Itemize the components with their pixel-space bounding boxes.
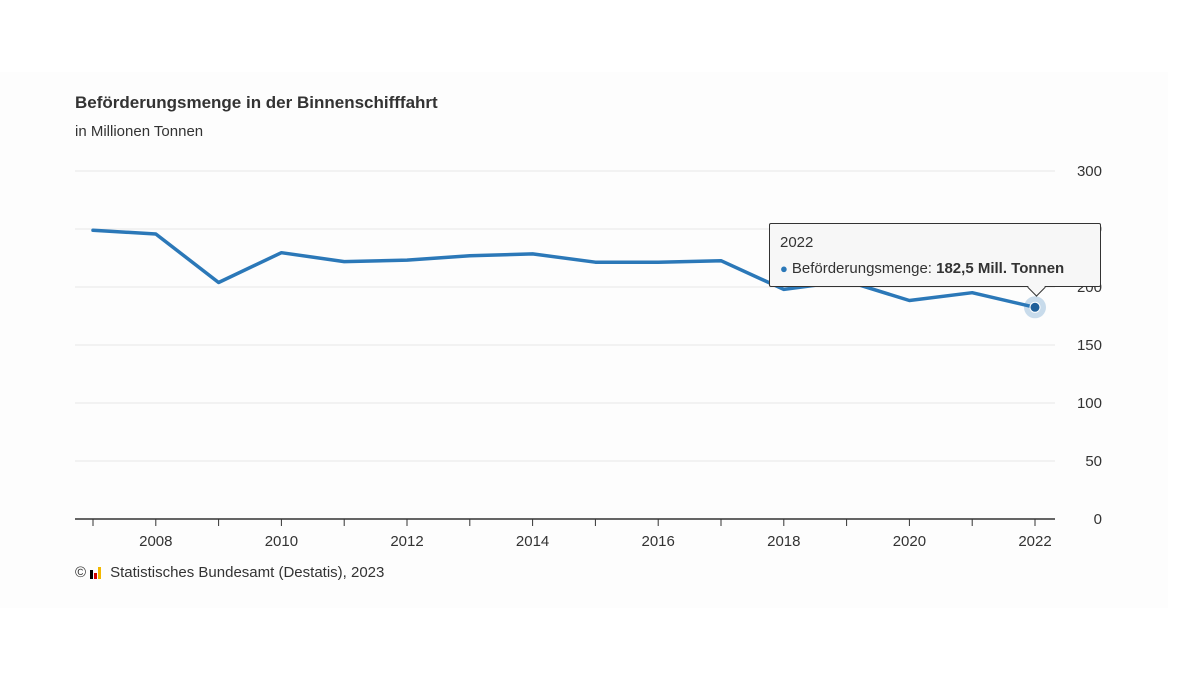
chart-subtitle: in Millionen Tonnen	[75, 123, 204, 140]
x-tick-label: 2022	[1018, 533, 1051, 550]
data-point	[531, 252, 535, 256]
tooltip-series-label: Beförderungsmenge:	[791, 260, 932, 277]
y-tick-label: 50	[1085, 453, 1102, 470]
data-point	[91, 228, 95, 232]
data-point	[907, 298, 911, 302]
x-tick-label: 2020	[893, 533, 926, 550]
x-tick-label: 2016	[642, 533, 675, 550]
x-tick-label: 2010	[265, 533, 298, 550]
data-point	[782, 287, 786, 291]
y-tick-label: 300	[1077, 163, 1102, 180]
destatis-logo-icon	[90, 566, 102, 579]
source-text: Statistisches Bundesamt (Destatis), 2023	[110, 564, 385, 581]
data-tooltip: 2022 ● Beförderungsmenge: 182,5 Mill. Ton…	[769, 223, 1101, 297]
x-tick-label: 2012	[390, 533, 423, 550]
data-point	[593, 260, 597, 264]
data-point	[970, 291, 974, 295]
series-line	[91, 228, 1037, 310]
series-dot-icon: ●	[780, 261, 788, 276]
copyright-symbol: ©	[75, 564, 87, 581]
tooltip-value: 182,5 Mill. Tonnen	[936, 260, 1065, 277]
data-point	[279, 251, 283, 255]
y-tick-label: 0	[1094, 511, 1102, 528]
data-point	[468, 254, 472, 258]
y-tick-label: 150	[1077, 337, 1102, 354]
tooltip-year: 2022	[780, 234, 814, 251]
data-point	[342, 260, 346, 264]
highlight-point	[1029, 301, 1041, 313]
y-tick-label: 100	[1077, 395, 1102, 412]
data-point	[719, 259, 723, 263]
data-point	[656, 260, 660, 264]
x-tick-label: 2018	[767, 533, 800, 550]
x-tick-label: 2008	[139, 533, 172, 550]
data-point	[217, 280, 221, 284]
x-tick-label: 2014	[516, 533, 549, 550]
data-point	[405, 258, 409, 262]
data-point	[154, 232, 158, 236]
chart-title: Beförderungsmenge in der Binnenschifffah…	[75, 93, 438, 112]
source-footer: © Statistisches Bundesamt (Destatis), 20…	[75, 564, 384, 581]
tooltip-row: ● Beförderungsmenge: 182,5 Mill. Tonnen	[780, 260, 1064, 277]
